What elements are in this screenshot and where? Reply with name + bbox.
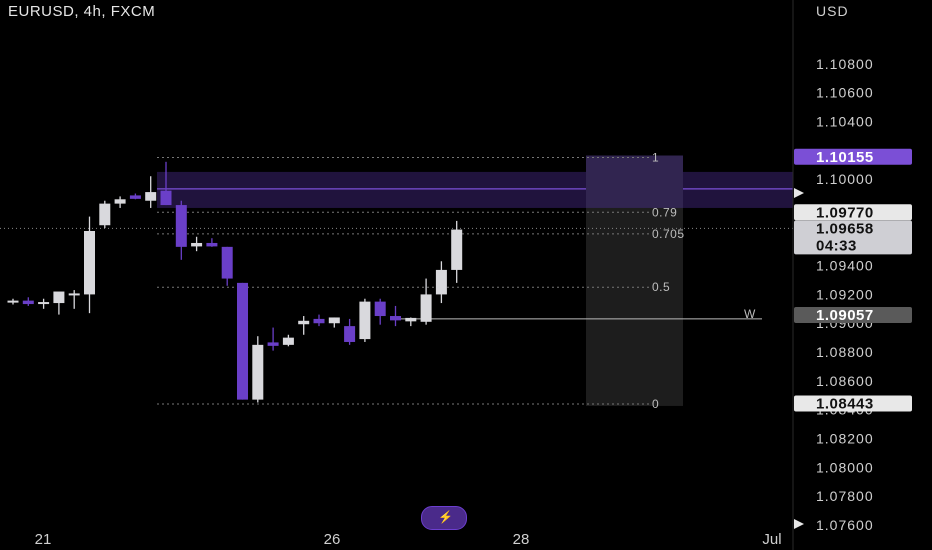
price-badge xyxy=(794,395,912,412)
candle-body xyxy=(206,242,218,247)
candle-body xyxy=(129,195,141,199)
candle-body xyxy=(344,326,356,342)
chart-title: EURUSD, 4h, FXCM xyxy=(8,3,156,20)
fib-label-0: 0 xyxy=(652,397,659,411)
candle-body xyxy=(191,242,203,247)
candle-body xyxy=(282,337,294,345)
candle-body xyxy=(53,291,65,304)
candle-body xyxy=(252,344,264,400)
y-tick-label: 1.10000 xyxy=(816,171,874,187)
x-tick-label: 28 xyxy=(513,531,530,548)
y-tick-label: 1.09400 xyxy=(816,258,874,274)
x-tick-label: 21 xyxy=(35,531,52,548)
y-tick-label: 1.09200 xyxy=(816,286,874,302)
lightning-icon: ⚡ xyxy=(438,510,453,524)
price-badge xyxy=(794,148,912,165)
x-tick-label: Jul xyxy=(762,531,781,548)
fib-label-0.5: 0.5 xyxy=(652,280,670,294)
price-badge-label: 1.09770 xyxy=(816,204,874,221)
candle-body xyxy=(84,231,95,295)
candle-body xyxy=(22,300,34,305)
price-badge-label: 1.08443 xyxy=(816,396,874,413)
candle-body xyxy=(160,190,172,206)
candle-body xyxy=(435,269,447,295)
price-badge xyxy=(794,220,912,255)
x-tick-label: 26 xyxy=(324,531,341,548)
w-line-label: W xyxy=(744,307,756,321)
candle-body xyxy=(298,320,310,325)
y-tick-label: 1.08000 xyxy=(816,459,874,475)
candle-body xyxy=(313,318,325,324)
candle-body xyxy=(68,293,80,296)
axis-arrow-icon xyxy=(794,188,804,198)
candle-body xyxy=(7,300,19,303)
y-tick-label: 1.07800 xyxy=(816,488,874,504)
fib-label-0.705: 0.705 xyxy=(652,227,685,241)
axis-arrow-icon xyxy=(794,519,804,529)
y-tick-label: 1.07600 xyxy=(816,517,874,533)
fib-box-top xyxy=(586,155,683,208)
candle-body xyxy=(114,199,126,204)
flash-logo-button[interactable]: ⚡ xyxy=(421,506,467,530)
y-tick-label: 1.10600 xyxy=(816,85,874,101)
candle-body xyxy=(405,317,417,322)
supply-zone xyxy=(157,171,793,208)
price-badge xyxy=(794,307,912,324)
y-tick-label: 1.10400 xyxy=(816,113,874,129)
y-tick-label: 1.08800 xyxy=(816,344,874,360)
y-tick-label: 1.10800 xyxy=(816,56,874,72)
candle-body xyxy=(374,301,386,317)
price-badge-label: 1.09057 xyxy=(816,307,874,324)
candle-body xyxy=(38,302,50,305)
candle-body xyxy=(328,317,340,324)
axis-currency: USD xyxy=(816,3,849,19)
price-badge xyxy=(794,204,912,221)
countdown-label: 04:33 xyxy=(816,237,857,254)
candle-body xyxy=(451,229,463,270)
candle-body xyxy=(237,282,248,400)
candle-body xyxy=(267,342,279,346)
candle-body xyxy=(99,203,111,226)
candle-body xyxy=(359,301,371,340)
candle-body xyxy=(420,294,432,322)
price-badge-label: 1.09658 xyxy=(816,220,874,237)
fib-label-0.79: 0.79 xyxy=(652,205,677,219)
candle-body xyxy=(145,192,157,201)
y-tick-label: 1.08600 xyxy=(816,373,874,389)
y-tick-label: 1.08200 xyxy=(816,431,874,447)
candle-body xyxy=(175,205,187,247)
candle-body xyxy=(390,316,401,321)
fib-label-1: 1 xyxy=(652,151,659,165)
price-badge-label: 1.10155 xyxy=(816,149,874,166)
candle-body xyxy=(221,246,233,279)
